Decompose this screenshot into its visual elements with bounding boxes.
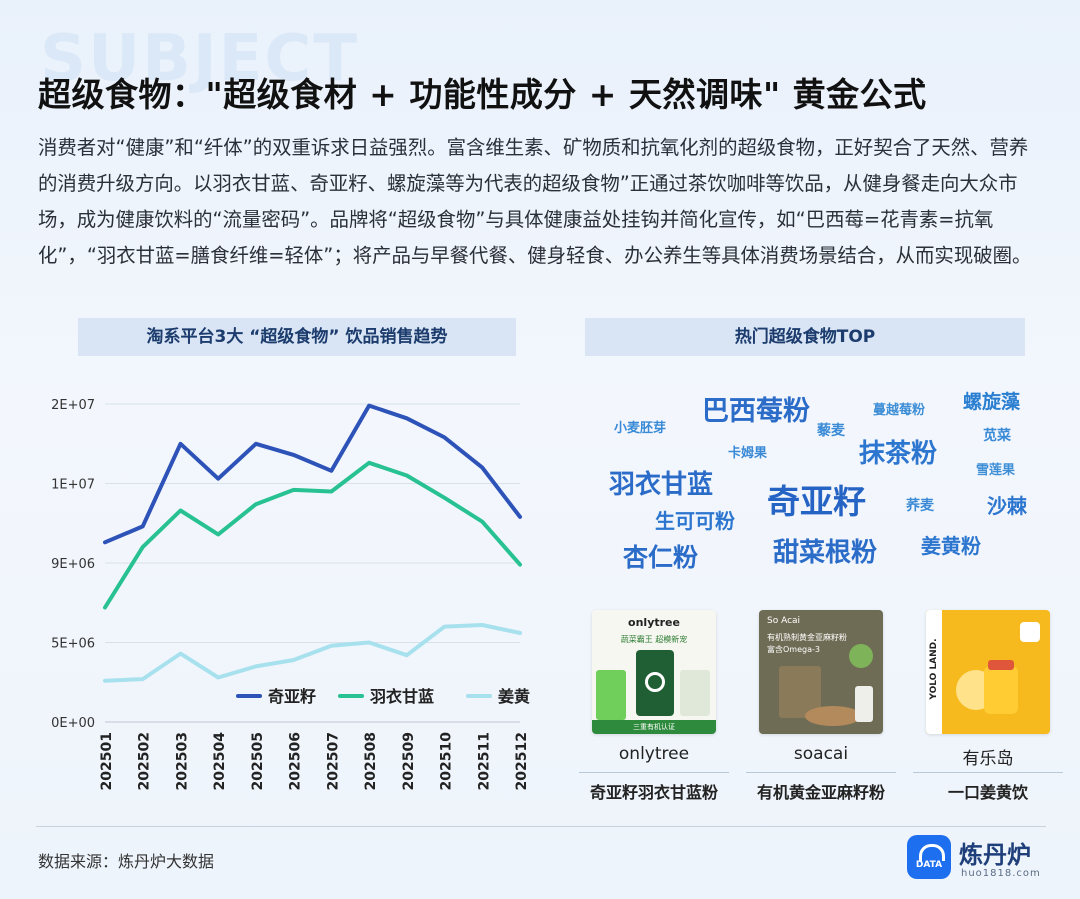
cloud-word: 沙棘 [987,494,1027,518]
cloud-word: 卡姆果 [728,446,768,461]
product-brand: soacai [793,744,849,764]
x-tick-label: 202512 [514,732,530,790]
series-line [103,460,522,610]
y-tick-label: 5E+06 [51,637,95,652]
cloud-word: 甜菜根粉 [773,538,878,568]
x-tick-label: 202510 [439,732,455,791]
product-name: 有机黄金亚麻籽粉 [756,783,885,802]
product-brand: 有乐岛 [962,749,1014,769]
product-jar [984,666,1018,714]
cloud-word: 蔓越莓粉 [873,403,926,418]
cloud-word: 杏仁粉 [623,543,699,572]
cloud-word: 抹茶粉 [859,439,938,469]
product-image-youledao: YOLO LAND. [926,610,1050,734]
pack-brand-text: onlytree [628,616,680,629]
milk-glass [855,686,873,722]
product-image-onlytree: onlytree 蔬菜霸王 超模新宠 三重有机认证 [592,610,716,734]
logo-name: 炼丹炉 [959,841,1031,869]
product-name: 一口姜黄饮 [947,783,1028,802]
footer-divider [36,826,1046,827]
cloud-word: 螺旋藻 [963,391,1021,413]
cloud-word: 雪莲果 [976,463,1016,478]
cloud-word: 藜麦 [817,423,845,439]
series-line [103,623,522,683]
data-source: 数据来源：炼丹炉大数据 [38,852,215,871]
intro-paragraph: 消费者对“健康”和“纤体”的双重诉求日益强烈。富含维生素、矿物质和抗氧化剂的超级… [38,136,1032,267]
product-card-soacai: So Acai 有机熟制黄金亚麻籽粉 富含Omega-3 soacai 有机黄金… [741,610,901,803]
y-tick-label: 2E+07 [51,398,95,413]
logo-url: huo1818.com [961,868,1041,879]
product-brand: onlytree [618,744,690,764]
product-divider [746,772,896,773]
pack-line2-text: 富含Omega-3 [767,645,820,654]
x-tick-label: 202507 [325,732,341,790]
x-tick-label: 202509 [401,732,417,790]
logo-badge-icon: DATA [907,835,951,879]
x-tick-label: 202502 [137,732,153,790]
product-divider [579,772,729,773]
product-divider [913,772,1063,773]
seed-powder-pile [805,706,861,726]
chart-panel-header: 淘系平台3大 “超级食物” 饮品销售趋势 [78,318,516,356]
pouch-logo-ring [645,672,665,692]
page-title: 超级食物："超级食材 + 功能性成分 + 天然调味" 黄金公式 [38,75,927,114]
cloud-word: 巴西莓粉 [702,396,810,427]
pack-side-band [926,610,942,734]
product-name: 奇亚籽羽衣甘蓝粉 [589,783,718,802]
y-tick-label: 0E+00 [51,716,95,731]
legend-label: 奇亚籽 [268,687,316,706]
organic-seal-icon [849,644,873,668]
x-tick-label: 202508 [363,732,379,790]
y-tick-label: 1E+07 [51,478,95,493]
cloud-word: 生可可粉 [655,509,735,533]
x-tick-label: 202511 [476,732,492,790]
word-cloud: 巴西莓粉 蔓越莓粉 螺旋藻 小麦胚芽 藜麦 苋菜 卡姆果 抹茶粉 雪莲果 羽衣甘… [585,375,1055,590]
legend-label: 羽衣甘蓝 [370,687,434,706]
cloud-panel-header: 热门超级食物TOP [585,318,1025,356]
cloud-word: 羽衣甘蓝 [609,470,714,500]
x-tick-label: 202506 [288,732,304,790]
green-drink-cup [596,670,626,720]
x-tick-label: 202505 [250,732,266,790]
pack-badge-icon [1020,622,1040,642]
cloud-word: 荞麦 [906,498,934,514]
x-tick-label: 202501 [99,732,115,790]
legend-label: 姜黄 [498,687,530,706]
product-card-youledao: YOLO LAND. 有乐岛 一口姜黄饮 [908,610,1068,803]
subject-watermark: SUBJECT [40,22,359,96]
pack-brand-text: So Acai [767,616,801,626]
x-tick-label: 202504 [212,732,228,791]
product-box [680,670,710,716]
brand-logo: DATA 炼丹炉 huo1818.com [907,835,1057,885]
product-card-onlytree: onlytree 蔬菜霸王 超模新宠 三重有机认证 onlytree 奇亚籽羽衣… [574,610,734,803]
series-line [103,403,522,545]
sales-trend-chart: 0E+00 5E+06 9E+06 1E+07 2E+07 202501 202502 202… [51,398,530,791]
cloud-word: 小麦胚芽 [614,421,667,436]
pack-footer-text: 三重有机认证 [592,720,716,734]
cloud-word: 苋菜 [983,428,1011,444]
pack-side-text: YOLO LAND. [929,638,939,700]
pack-line-text: 有机熟制黄金亚麻籽粉 [767,633,847,642]
cloud-word: 奇亚籽 [767,482,866,521]
y-tick-label: 9E+06 [51,557,95,572]
x-tick-label: 202503 [174,732,190,790]
product-image-soacai: So Acai 有机熟制黄金亚麻籽粉 富含Omega-3 [759,610,883,734]
cloud-word: 姜黄粉 [921,534,981,558]
pack-slogan-text: 蔬菜霸王 超模新宠 [620,635,688,644]
jar-lid [988,660,1014,670]
